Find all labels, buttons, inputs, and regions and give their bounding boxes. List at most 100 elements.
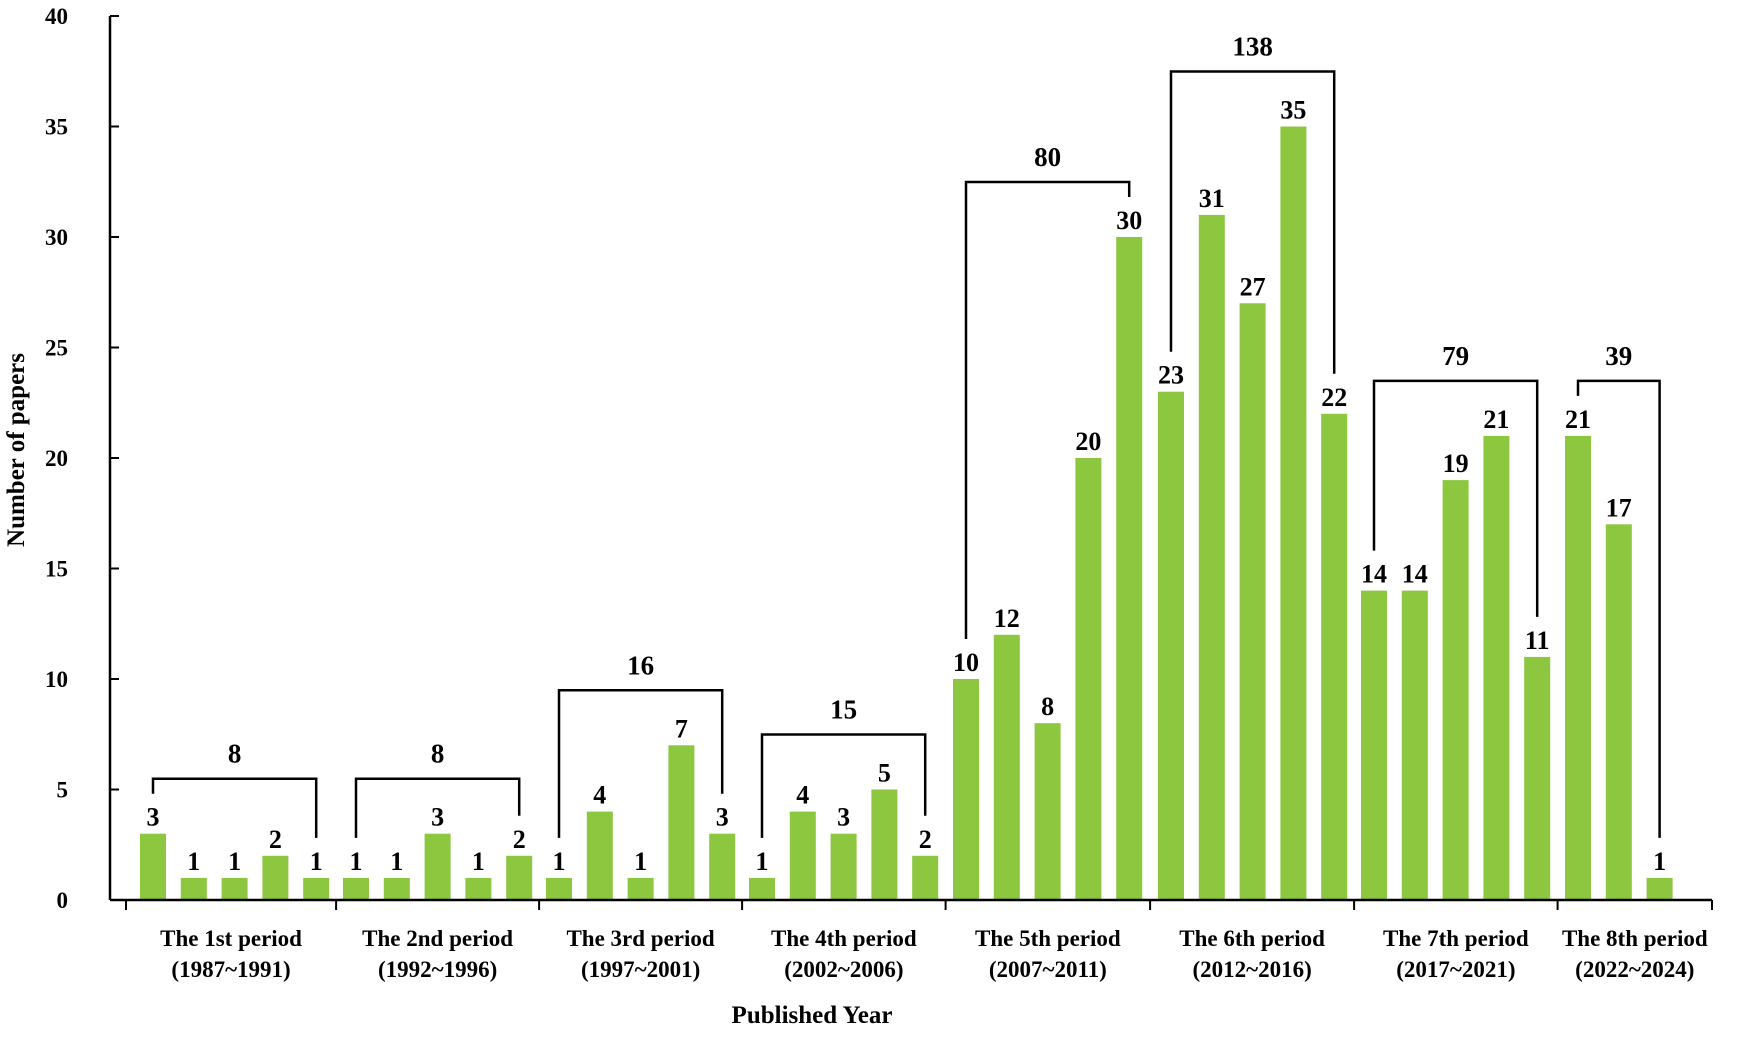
period-years-label: (2007~2011) (989, 957, 1107, 982)
period-bracket (1576, 379, 1661, 838)
bar-value-label: 30 (1116, 206, 1142, 235)
bar (383, 877, 410, 900)
period-bracket (151, 777, 318, 838)
bar (627, 877, 654, 900)
period-name-label: The 5th period (975, 926, 1121, 951)
bar (262, 855, 289, 900)
period-total-label: 39 (1605, 341, 1632, 371)
bar (221, 877, 248, 900)
bar-value-label: 8 (1041, 692, 1054, 721)
brackets-layer (151, 70, 1661, 838)
bar (180, 877, 207, 900)
period-name-label: The 8th period (1562, 926, 1708, 951)
bar (546, 877, 572, 900)
bar (586, 811, 613, 900)
bar-value-label: 5 (878, 759, 891, 788)
bar-value-label: 23 (1158, 361, 1184, 390)
period-bracket (354, 777, 521, 838)
bar (1198, 214, 1225, 900)
bar (1401, 590, 1428, 900)
bar-value-label: 1 (472, 847, 485, 876)
bar (506, 855, 533, 900)
bar-value-label: 14 (1402, 560, 1428, 589)
period-bracket (1372, 379, 1539, 617)
bar-value-label: 14 (1361, 560, 1387, 589)
y-tick-label: 20 (45, 446, 68, 471)
period-name-label: The 4th period (771, 926, 917, 951)
bar (789, 811, 816, 900)
bar-value-label: 2 (513, 825, 526, 854)
bar-value-label: 1 (390, 847, 403, 876)
bars-layer (140, 126, 1673, 900)
bar-value-label: 1 (228, 847, 241, 876)
y-tick-label: 35 (45, 115, 68, 140)
y-axis-title: Number of papers (3, 353, 30, 547)
bar (830, 833, 857, 900)
bar-value-label: 4 (593, 781, 606, 810)
bar-value-label: 22 (1321, 383, 1347, 412)
period-bracket (557, 689, 724, 838)
bar-value-label: 20 (1075, 427, 1101, 456)
period-total-label: 80 (1034, 142, 1061, 172)
bar (1158, 391, 1184, 900)
bar-value-label: 31 (1199, 184, 1225, 213)
bar-value-label: 1 (553, 847, 566, 876)
bar (993, 634, 1020, 900)
bar (424, 833, 451, 900)
bar-value-label: 4 (796, 781, 809, 810)
period-total-label: 16 (627, 650, 654, 680)
bar-value-label: 27 (1240, 272, 1266, 301)
period-total-label: 15 (830, 695, 857, 725)
period-total-label: 138 (1232, 32, 1273, 62)
bar-value-label: 1 (187, 847, 200, 876)
period-years-label: (2017~2021) (1396, 957, 1515, 982)
bar (709, 833, 736, 900)
period-years-label: (1987~1991) (171, 957, 290, 982)
bar-value-label: 11 (1525, 626, 1550, 655)
bar-value-label: 7 (675, 714, 688, 743)
bar (1442, 480, 1469, 900)
period-bracket (1169, 70, 1336, 374)
period-years-label: (2012~2016) (1192, 957, 1311, 982)
bar-value-label: 1 (634, 847, 647, 876)
y-tick-label: 15 (45, 557, 68, 582)
bar-value-label: 2 (269, 825, 282, 854)
period-name-label: The 2nd period (362, 926, 513, 951)
bar-value-label: 12 (994, 604, 1020, 633)
bar-value-label: 21 (1483, 405, 1509, 434)
y-tick-label: 0 (57, 888, 69, 913)
period-years-label: (2022~2024) (1575, 957, 1694, 982)
bar-value-label: 2 (919, 825, 932, 854)
bar (303, 877, 330, 900)
period-name-label: The 7th period (1383, 926, 1529, 951)
bar-value-label: 19 (1443, 449, 1469, 478)
period-years-label: (1997~2001) (581, 957, 700, 982)
bar-value-label: 1 (1653, 847, 1666, 876)
x-axis-title: Published Year (732, 1002, 893, 1029)
bar-value-label: 1 (756, 847, 769, 876)
period-bracket (760, 733, 927, 838)
bar (1361, 590, 1387, 900)
bar (668, 745, 695, 900)
bar-value-label: 1 (350, 847, 363, 876)
period-name-label: The 6th period (1179, 926, 1325, 951)
bar-value-label: 3 (837, 803, 850, 832)
period-bracket (964, 180, 1131, 639)
bar (953, 679, 979, 900)
bar (1483, 435, 1510, 900)
bar (749, 877, 775, 900)
bar (1280, 126, 1307, 900)
y-tick-label: 30 (45, 225, 68, 250)
y-tick-label: 10 (45, 667, 68, 692)
period-total-label: 79 (1442, 341, 1469, 371)
period-name-label: The 3rd period (566, 926, 714, 951)
y-tick-label: 5 (57, 778, 69, 803)
bar-value-label: 3 (147, 803, 160, 832)
bar (1605, 524, 1632, 900)
bar-value-label: 35 (1280, 96, 1306, 125)
bar (465, 877, 492, 900)
